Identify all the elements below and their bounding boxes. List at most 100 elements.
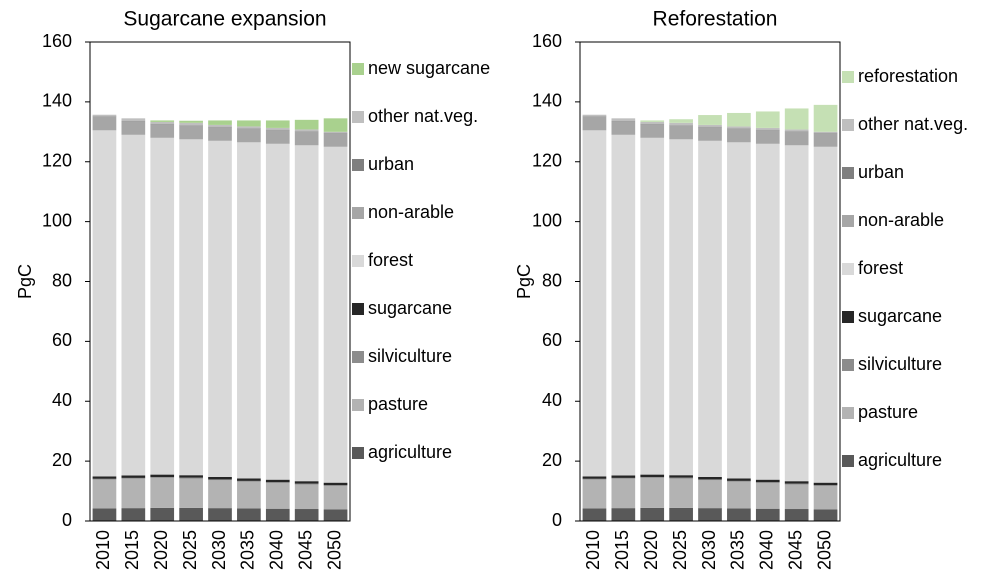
bar-segment (611, 120, 636, 122)
bar-segment (669, 475, 693, 478)
bar-segment (323, 131, 348, 133)
y-tick-label: 160 (42, 31, 72, 51)
bar-segment (92, 114, 117, 117)
y-tick-label: 40 (542, 390, 562, 410)
x-tick-label: 2050 (814, 530, 834, 570)
legend-swatch (352, 63, 364, 75)
bar-segment (727, 112, 751, 127)
bar-segment (294, 129, 319, 132)
legend-label: reforestation (858, 66, 958, 86)
bar-segment (698, 124, 722, 127)
bar-segment (784, 481, 809, 484)
y-tick-label: 60 (542, 330, 562, 350)
bar-segment (121, 118, 146, 121)
x-tick-label: 2025 (670, 530, 690, 570)
y-tick-label: 20 (52, 450, 72, 470)
x-tick-label: 2010 (93, 530, 113, 570)
bar-segment (92, 130, 117, 477)
legend-swatch (352, 399, 364, 411)
bar-segment (669, 477, 693, 479)
chart-title: Reforestation (653, 8, 778, 31)
bar-segment (179, 139, 203, 476)
y-tick-label: 120 (42, 151, 72, 171)
bar-segment (813, 104, 838, 132)
x-tick-label: 2040 (267, 530, 287, 570)
x-tick-label: 2040 (757, 530, 777, 570)
bar-segment (150, 123, 175, 125)
bar-segment (784, 131, 809, 146)
bar-segment (323, 132, 348, 134)
x-tick-label: 2015 (612, 530, 632, 570)
legend-swatch (842, 455, 854, 467)
bar-segment (813, 509, 838, 521)
bar-segment (179, 475, 203, 478)
bar-segment (208, 508, 232, 521)
bar-segment (755, 111, 780, 128)
y-tick-label: 20 (542, 450, 562, 470)
bar-segment (669, 139, 693, 476)
bar-segment (669, 122, 693, 126)
bar-segment (323, 482, 348, 486)
bar-segment (265, 143, 290, 480)
bar-segment (784, 509, 809, 521)
y-tick-label: 0 (62, 510, 72, 530)
bar-segment (265, 120, 290, 128)
bar-segment (640, 477, 665, 508)
bar-segment (640, 507, 665, 521)
bar-segment (265, 130, 290, 144)
x-tick-label: 2045 (295, 530, 315, 570)
bar-segment (698, 140, 722, 477)
bar-segment (92, 508, 117, 521)
bar-segment (237, 142, 261, 479)
legend-label: sugarcane (858, 306, 942, 326)
bar-segment (582, 114, 607, 117)
y-tick-label: 160 (532, 31, 562, 51)
bar-segment (294, 481, 319, 484)
bar-segment (179, 120, 203, 123)
bar-segment (640, 121, 665, 124)
bar-segment (582, 478, 607, 480)
y-tick-label: 80 (52, 270, 72, 290)
bar-segment (784, 131, 809, 132)
plot-frame (579, 41, 841, 522)
bar-segment (150, 474, 175, 477)
bar-segment (237, 120, 261, 127)
bar-segment (755, 130, 780, 144)
legend-swatch (842, 215, 854, 227)
x-tick-label: 2030 (699, 530, 719, 570)
legend-label: silviculture (368, 346, 452, 366)
legend-label: pasture (368, 394, 428, 414)
bar-segment (179, 122, 203, 126)
bar-segment (582, 476, 607, 479)
bar-segment (265, 479, 290, 483)
bar-segment (121, 120, 146, 122)
bar-segment (640, 120, 665, 122)
bar-segment (323, 509, 348, 521)
x-tick-label: 2030 (209, 530, 229, 570)
bar-segment (208, 126, 232, 128)
bar-segment (265, 129, 290, 131)
legend-label: urban (858, 162, 904, 182)
bar-segment (323, 485, 348, 510)
bar-segment (121, 134, 146, 476)
bar-segment (698, 508, 722, 521)
bar-segment (727, 128, 751, 129)
bar-segment (294, 483, 319, 485)
bar-segment (727, 480, 751, 482)
legend-label: forest (368, 250, 413, 270)
bar-segment (294, 119, 319, 130)
legend-swatch (352, 159, 364, 171)
bar-segment (611, 508, 636, 521)
legend-swatch (352, 207, 364, 219)
x-tick-label: 2020 (641, 530, 661, 570)
bar-segment (813, 485, 838, 510)
bar-segment (582, 116, 607, 131)
x-tick-label: 2025 (180, 530, 200, 570)
y-tick-label: 140 (532, 91, 562, 111)
legend-label: new sugarcane (368, 58, 490, 78)
legend-swatch (352, 351, 364, 363)
legend-swatch (352, 255, 364, 267)
bar-segment (265, 127, 290, 130)
bar-segment (582, 130, 607, 477)
